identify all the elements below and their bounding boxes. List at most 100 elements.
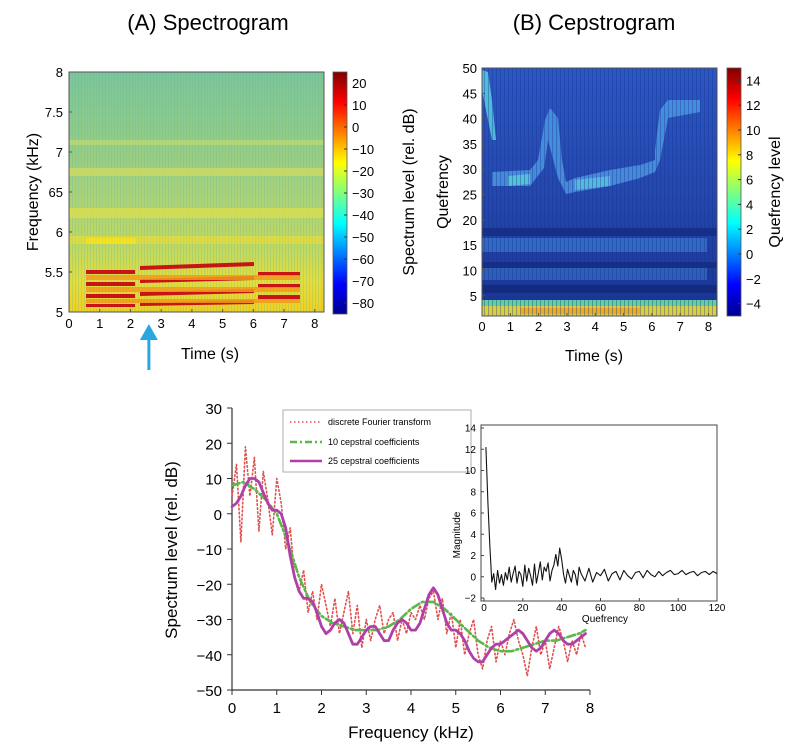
cep-y-tick-label-6: 35 — [463, 137, 477, 152]
spec-y-tick-label-5: 7.5 — [45, 105, 63, 120]
inset-x-tick-label-6: 120 — [709, 603, 726, 614]
cep-cb-tick-label-0: 14 — [746, 73, 760, 88]
spectrum-y-label: Spectrum level (rel. dB) — [162, 461, 181, 639]
spec-y-tick-label-3: 65 — [49, 185, 63, 200]
spec-cb-tick-label-6: −40 — [352, 208, 374, 223]
inset-x-tick-label-1: 20 — [517, 603, 529, 614]
cep-x-tick-label-6: 6 — [648, 319, 655, 334]
spectrogram-colorbar-ticks: 20 10 0 −10 −20 −30 −40 −50 −60 −70 −80 — [344, 76, 374, 311]
spectrum-legend: discrete Fourier transform 10 cepstral c… — [282, 409, 472, 473]
cepstrogram-title: (B) Cepstrogram — [513, 10, 676, 35]
spectrum-x-label: Frequency (kHz) — [348, 723, 474, 742]
main-y-tick-label-8: −50 — [197, 683, 222, 700]
spec-cb-tick-label-8: −60 — [352, 252, 374, 267]
spec-x-tick-label-8: 8 — [311, 316, 318, 331]
cep-x-tick-label-8: 8 — [705, 319, 712, 334]
inset-x-tick-label-5: 100 — [670, 603, 687, 614]
cepstrogram-image — [482, 68, 717, 316]
inset-y-tick-label-1: 12 — [465, 445, 477, 456]
cep-cb-tick-label-6: 2 — [746, 222, 753, 237]
spectrogram-y-ticks: 5 5.5 6 65 7 7.5 8 — [45, 65, 72, 320]
cepstrogram-colorbar — [726, 67, 742, 317]
cep-y-tick-label-5: 30 — [463, 162, 477, 177]
spectrogram-image — [69, 72, 324, 312]
spec-cb-tick-label-0: 20 — [352, 76, 366, 91]
cep-cb-tick-label-4: 6 — [746, 173, 753, 188]
series-25cc-line — [230, 477, 587, 664]
cepstrogram-colorbar-label: Quefrency level — [767, 136, 784, 247]
cep-x-tick-label-2: 2 — [535, 319, 542, 334]
inset-magnitude-line — [485, 447, 718, 591]
inset-x-tick-label-4: 80 — [634, 603, 646, 614]
time-arrow-marker — [139, 324, 158, 370]
cep-x-tick-label-7: 7 — [677, 319, 684, 334]
inset-x-label: Quefrency — [582, 614, 628, 625]
spec-x-tick-label-5: 5 — [219, 316, 226, 331]
spectrogram-x-label: Time (s) — [181, 346, 239, 363]
spec-x-tick-label-6: 6 — [250, 316, 257, 331]
cep-y-tick-label-3: 20 — [463, 213, 477, 228]
cep-cb-tick-label-7: 0 — [746, 247, 753, 262]
main-x-tick-label-6: 6 — [496, 700, 504, 717]
spectrum-y-ticks: 30 20 10 0 −10 −20 −30 −40 −50 — [197, 401, 232, 700]
main-y-tick-label-6: −30 — [197, 613, 222, 630]
main-y-tick-label-0: 30 — [205, 401, 222, 418]
spec-cb-tick-label-9: −70 — [352, 274, 374, 289]
cep-cb-tick-label-2: 10 — [746, 123, 760, 138]
inset-y-tick-label-2: 10 — [465, 466, 477, 477]
legend-label-dft: discrete Fourier transform — [328, 417, 431, 427]
main-x-tick-label-8: 8 — [586, 700, 594, 717]
inset-frame — [480, 424, 718, 602]
inset-y-tick-label-3: 8 — [470, 487, 476, 498]
spec-y-tick-label-4: 7 — [56, 145, 63, 160]
spec-x-tick-label-4: 4 — [188, 316, 195, 331]
spectrum-series — [230, 445, 587, 677]
cep-cb-tick-label-9: −4 — [746, 297, 761, 312]
main-x-tick-label-0: 0 — [228, 700, 236, 717]
main-y-tick-label-1: 20 — [205, 436, 222, 453]
spec-cb-tick-label-5: −30 — [352, 186, 374, 201]
cep-y-tick-label-0: 5 — [470, 289, 477, 304]
cep-cb-tick-label-1: 12 — [746, 98, 760, 113]
spec-y-tick-label-2: 6 — [56, 225, 63, 240]
cep-x-tick-label-4: 4 — [592, 319, 599, 334]
cep-y-tick-label-8: 45 — [463, 86, 477, 101]
cepstrogram-colorbar-ticks: 14 12 10 8 6 4 2 0 −2 −4 — [738, 73, 761, 312]
cepstrogram-x-ticks: 0 1 2 3 4 5 6 7 8 — [478, 313, 712, 334]
cep-cb-tick-label-3: 8 — [746, 148, 753, 163]
main-x-tick-label-1: 1 — [273, 700, 281, 717]
spec-y-tick-label-1: 5.5 — [45, 265, 63, 280]
spec-x-tick-label-0: 0 — [65, 316, 72, 331]
spectrogram-title: (A) Spectrogram — [127, 10, 288, 35]
cep-x-tick-label-0: 0 — [478, 319, 485, 334]
main-x-tick-label-5: 5 — [452, 700, 460, 717]
spectrogram-colorbar-label: Spectrum level (rel. dB) — [401, 108, 418, 275]
main-y-tick-label-5: −20 — [197, 577, 222, 594]
legend-label-25cc: 25 cepstral coefficients — [328, 456, 420, 466]
cep-y-tick-label-2: 15 — [463, 238, 477, 253]
inset-x-tick-label-3: 60 — [595, 603, 607, 614]
cep-x-tick-label-1: 1 — [507, 319, 514, 334]
spec-x-tick-label-2: 2 — [127, 316, 134, 331]
main-x-tick-label-2: 2 — [317, 700, 325, 717]
inset-y-tick-label-8: −2 — [465, 594, 477, 605]
cepstrogram-y-label: Quefrency — [435, 155, 452, 229]
inset-series — [485, 447, 718, 591]
cepstrogram-frame — [481, 67, 718, 317]
spectrum-x-ticks: 0 1 2 3 4 5 6 7 8 — [228, 690, 594, 717]
spectrogram-x-ticks: 0 1 2 3 4 5 6 7 8 — [65, 309, 318, 331]
spec-cb-tick-label-2: 0 — [352, 120, 359, 135]
spec-cb-tick-label-10: −80 — [352, 296, 374, 311]
inset-y-tick-label-5: 4 — [470, 530, 476, 541]
cepstrogram-x-label: Time (s) — [565, 348, 623, 365]
inset-y-ticks: 14 12 10 8 6 4 2 0 −2 — [465, 424, 484, 605]
main-y-tick-label-2: 10 — [205, 472, 222, 489]
series-dft-line — [231, 445, 587, 677]
main-x-tick-label-3: 3 — [362, 700, 370, 717]
spec-cb-tick-label-7: −50 — [352, 230, 374, 245]
main-y-tick-label-7: −40 — [197, 648, 222, 665]
spec-x-tick-label-1: 1 — [96, 316, 103, 331]
main-x-tick-label-7: 7 — [541, 700, 549, 717]
main-x-tick-label-4: 4 — [407, 700, 415, 717]
